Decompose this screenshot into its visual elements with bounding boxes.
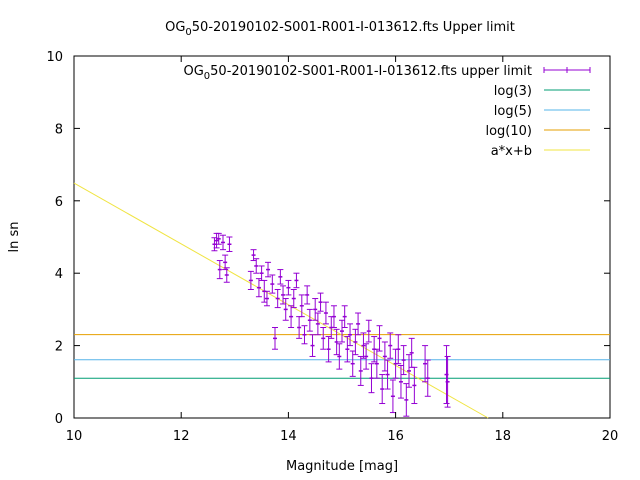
y-tick-label: 0 xyxy=(55,412,63,427)
chart-title-prefix: OG xyxy=(165,20,185,35)
error-bar-point xyxy=(443,345,450,405)
error-bar-point xyxy=(272,327,278,350)
error-bar-point xyxy=(379,374,386,405)
error-bar-point xyxy=(424,359,431,397)
legend: OG050-20190102-S001-R001-I-013612.fts up… xyxy=(183,64,591,159)
y-tick-label: 8 xyxy=(55,122,63,137)
x-axis-label: Magnitude [mag] xyxy=(286,459,398,474)
axis-ticks: 10 12 14 16 18 20 0 2 4 6 8 10 xyxy=(46,50,618,444)
y-tick-label: 2 xyxy=(55,340,63,355)
error-bar-point xyxy=(444,355,451,408)
error-bar-point xyxy=(216,260,223,280)
y-tick-label: 6 xyxy=(55,195,63,210)
error-bar-point xyxy=(411,366,418,405)
error-bar-point xyxy=(223,267,230,283)
error-bar-point xyxy=(247,270,254,290)
chart-title-suffix: 50-20190102-S001-R001-I-013612.fts Upper… xyxy=(192,20,515,35)
error-bar-point xyxy=(304,285,311,305)
error-bar-point xyxy=(373,348,380,379)
error-bar-point xyxy=(317,292,324,312)
legend-label: OG050-20190102-S001-R001-I-013612.fts up… xyxy=(183,64,532,82)
error-bar-point xyxy=(274,288,281,309)
error-bar-point xyxy=(298,294,305,318)
legend-label: log(5) xyxy=(494,104,532,119)
error-bar-point xyxy=(355,312,362,336)
error-bar-point xyxy=(250,249,257,262)
error-bar-point xyxy=(320,327,327,350)
fit-line-layer xyxy=(73,182,489,419)
error-bar-point xyxy=(312,298,319,321)
chart-title-subscript: 0 xyxy=(185,27,191,38)
chart-title: OG050-20190102-S001-R001-I-013612.fts Up… xyxy=(165,20,515,38)
error-bar-point xyxy=(357,355,364,386)
x-tick-label: 18 xyxy=(495,429,512,444)
error-bar-point xyxy=(226,236,233,252)
error-bar-point xyxy=(400,345,407,376)
error-bar-point xyxy=(389,379,396,414)
y-tick-label: 10 xyxy=(46,50,63,65)
error-bar-point xyxy=(422,345,429,383)
legend-label: log(10) xyxy=(485,124,532,139)
error-bar-point xyxy=(352,328,359,356)
error-bar-point xyxy=(220,234,227,251)
x-tick-label: 14 xyxy=(280,429,297,444)
x-tick-label: 10 xyxy=(66,429,83,444)
x-tick-label: 16 xyxy=(387,429,404,444)
error-bar-point xyxy=(397,365,404,399)
error-bar-point xyxy=(403,383,410,417)
error-bar-point xyxy=(347,323,354,347)
error-bar-point xyxy=(395,334,402,365)
error-bar-point xyxy=(215,232,222,245)
error-bar-point xyxy=(368,363,375,394)
error-bar-point xyxy=(269,274,276,294)
error-bar-point xyxy=(255,278,262,298)
error-bar-point xyxy=(325,336,332,363)
error-bar-point xyxy=(263,290,270,307)
plot-frame xyxy=(73,55,611,419)
error-bar-point xyxy=(365,319,372,343)
error-bar-point xyxy=(277,269,284,285)
data-points xyxy=(211,232,451,417)
error-bar-point xyxy=(293,272,300,289)
error-bar-point xyxy=(285,279,292,296)
x-tick-label: 12 xyxy=(173,429,190,444)
error-bar-point xyxy=(265,261,272,278)
error-bar-point xyxy=(339,319,345,343)
error-bar-point xyxy=(336,343,343,370)
error-bar-point xyxy=(381,341,388,372)
error-bar-point xyxy=(330,305,337,328)
error-bar-point xyxy=(341,305,348,328)
error-bar-point xyxy=(306,308,313,332)
error-bar-point xyxy=(363,343,370,370)
error-bar-point xyxy=(376,325,383,352)
error-bar-point xyxy=(333,328,340,356)
legend-label: log(3) xyxy=(494,84,532,99)
y-tick-label: 4 xyxy=(55,267,63,282)
error-bar-point xyxy=(384,359,391,390)
error-bar-point xyxy=(406,354,412,388)
error-bar-point xyxy=(408,337,415,368)
error-bar-point xyxy=(349,350,356,377)
error-bar-point xyxy=(344,336,351,363)
error-bar-point xyxy=(301,325,308,345)
fit-line xyxy=(73,182,489,419)
error-bar-point xyxy=(314,312,321,336)
error-bar-point xyxy=(280,285,287,305)
error-bar-point xyxy=(290,288,297,309)
error-bar-point xyxy=(309,334,316,357)
error-bar-point xyxy=(288,305,295,328)
error-bar-point xyxy=(253,258,260,274)
y-axis-label: ln sn xyxy=(7,222,22,253)
legend-label: a*x+b xyxy=(491,144,532,159)
error-bar-point xyxy=(282,298,289,321)
error-bar-point xyxy=(387,332,394,359)
x-tick-label: 20 xyxy=(602,429,619,444)
error-bar-point xyxy=(360,332,367,359)
error-bar-point xyxy=(322,301,329,325)
